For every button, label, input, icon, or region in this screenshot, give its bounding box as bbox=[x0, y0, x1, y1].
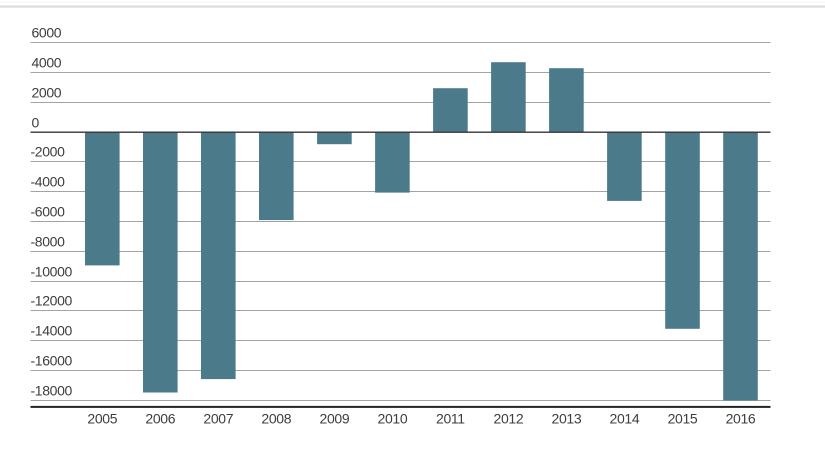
svg-text:2013: 2013 bbox=[552, 411, 582, 427]
svg-text:2011: 2011 bbox=[436, 411, 465, 427]
svg-text:2007: 2007 bbox=[203, 411, 233, 427]
svg-text:-10000: -10000 bbox=[31, 264, 73, 280]
svg-text:2009: 2009 bbox=[320, 411, 350, 427]
svg-text:-2000: -2000 bbox=[31, 144, 66, 160]
svg-text:2005: 2005 bbox=[87, 411, 117, 427]
svg-text:-8000: -8000 bbox=[31, 234, 66, 250]
svg-text:-16000: -16000 bbox=[31, 353, 73, 369]
svg-text:2015: 2015 bbox=[668, 411, 698, 427]
svg-text:-14000: -14000 bbox=[31, 323, 73, 339]
svg-text:2006: 2006 bbox=[145, 411, 175, 427]
svg-text:6000: 6000 bbox=[32, 25, 62, 41]
svg-text:-12000: -12000 bbox=[31, 293, 73, 309]
svg-text:-4000: -4000 bbox=[31, 174, 66, 190]
svg-text:2010: 2010 bbox=[378, 411, 408, 427]
svg-text:0: 0 bbox=[32, 114, 40, 130]
svg-text:4000: 4000 bbox=[32, 55, 62, 71]
svg-text:2016: 2016 bbox=[726, 411, 756, 427]
svg-text:-18000: -18000 bbox=[31, 383, 73, 399]
svg-text:2014: 2014 bbox=[610, 411, 640, 427]
svg-text:-6000: -6000 bbox=[31, 204, 66, 220]
svg-text:2000: 2000 bbox=[32, 85, 62, 101]
svg-text:2012: 2012 bbox=[494, 411, 524, 427]
svg-text:2008: 2008 bbox=[261, 411, 291, 427]
